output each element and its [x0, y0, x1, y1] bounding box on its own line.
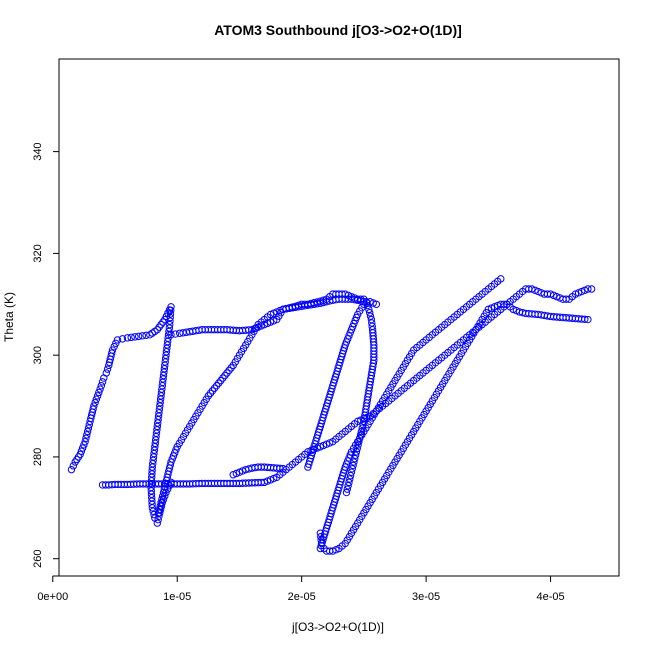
- data-point: [221, 371, 229, 380]
- data-point: [344, 482, 352, 490]
- data-point: [351, 454, 359, 463]
- data-point: [345, 478, 353, 487]
- y-axis: 260 280 300 320 340: [32, 142, 60, 568]
- y-tick-label: 340: [32, 142, 44, 160]
- data-point: [587, 285, 596, 293]
- x-tick-label: 0e+00: [37, 591, 68, 603]
- data-point: [112, 339, 120, 347]
- data-point: [346, 471, 355, 480]
- x-tick-label: 4e-05: [536, 591, 564, 603]
- data-point: [584, 285, 592, 293]
- data-point: [166, 310, 175, 318]
- data-point: [156, 502, 164, 510]
- data-point: [138, 332, 147, 340]
- x-tick-label: 1e-05: [163, 591, 191, 603]
- data-point: [123, 334, 132, 342]
- chart-title: ATOM3 Southbound j[O3->O2+O(1D)]: [214, 22, 462, 38]
- data-point: [110, 342, 118, 351]
- data-point: [155, 505, 164, 514]
- data-point: [76, 450, 84, 459]
- data-point: [208, 387, 217, 395]
- data-point: [225, 366, 233, 375]
- data-point: [131, 333, 139, 341]
- data-point: [343, 485, 351, 493]
- data-point: [80, 441, 88, 449]
- data-point: [96, 385, 104, 393]
- data-point: [562, 295, 570, 303]
- data-point: [97, 381, 106, 390]
- data-point: [90, 402, 98, 410]
- x-axis-label: j[O3->O2+O(1D)]: [291, 620, 384, 634]
- data-point: [366, 309, 374, 317]
- x-tick-label: 3e-05: [412, 591, 440, 603]
- data-point: [83, 427, 92, 436]
- data-point: [67, 465, 76, 474]
- data-point: [167, 331, 175, 339]
- y-tick-label: 260: [32, 550, 44, 568]
- data-point: [279, 464, 287, 473]
- data-point: [322, 547, 331, 555]
- data-point: [148, 500, 156, 509]
- y-tick-label: 300: [32, 346, 44, 364]
- data-point: [342, 488, 351, 497]
- data-point: [348, 465, 356, 473]
- data-point: [276, 464, 284, 473]
- data-point: [142, 331, 150, 340]
- data-point: [113, 336, 122, 344]
- data-point: [497, 275, 505, 283]
- y-tick-label: 280: [32, 448, 44, 466]
- y-tick-label: 320: [32, 244, 44, 262]
- data-point: [158, 495, 166, 504]
- data-point: [166, 317, 174, 325]
- data-point: [167, 306, 175, 315]
- data-point: [102, 369, 110, 377]
- data-point: [89, 405, 97, 413]
- data-point: [157, 499, 165, 507]
- data-point: [81, 437, 89, 446]
- data-point: [108, 346, 117, 354]
- data-point: [91, 398, 99, 407]
- data-point: [154, 509, 163, 517]
- data-point: [69, 462, 78, 470]
- y-axis-label: Theta (K): [2, 292, 16, 342]
- data-point: [118, 335, 127, 343]
- data-point: [206, 389, 215, 398]
- data-point: [372, 300, 381, 308]
- data-point: [84, 424, 93, 432]
- x-axis: 0e+00 1e-05 2e-05 3e-05 4e-05: [37, 575, 565, 603]
- x-tick-label: 2e-05: [288, 591, 316, 603]
- data-point: [95, 388, 103, 397]
- data-point: [219, 374, 227, 382]
- data-point: [148, 504, 157, 512]
- data-point: [215, 379, 223, 387]
- data-point: [153, 519, 162, 527]
- data-point: [347, 468, 356, 476]
- data-point: [93, 392, 102, 400]
- data-point: [82, 434, 90, 442]
- data-point: [108, 349, 116, 357]
- data-point: [167, 303, 175, 311]
- data-point: [134, 332, 143, 341]
- data-point: [83, 431, 91, 439]
- data-point: [98, 378, 107, 386]
- data-point: [204, 392, 213, 400]
- data-point: [346, 475, 354, 483]
- data-points: [67, 275, 596, 555]
- data-point: [77, 447, 86, 455]
- data-point: [127, 333, 135, 342]
- data-point: [366, 312, 375, 320]
- data-point: [171, 330, 180, 338]
- data-point: [210, 384, 219, 392]
- data-point: [78, 444, 87, 452]
- data-point: [103, 365, 112, 373]
- data-point: [92, 395, 101, 403]
- data-point: [166, 313, 174, 322]
